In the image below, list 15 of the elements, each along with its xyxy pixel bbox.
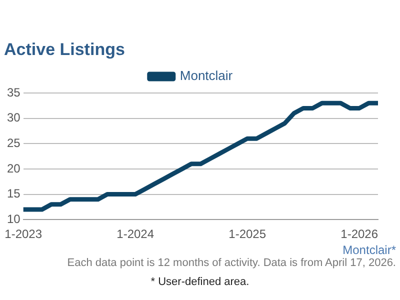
text: Each data point is 12 months of activity. Data is from April 17, 2026.: [67, 257, 396, 269]
x-tick-label: 1-2024: [116, 227, 154, 242]
y-tick-label: 10: [6, 212, 21, 226]
chart-title: Active Listings: [4, 40, 125, 60]
y-tick-label: 20: [6, 161, 21, 176]
x-tick-label: 1-2025: [228, 227, 266, 242]
x-tick-label: 1-2026: [340, 227, 378, 242]
y-tick-label: 25: [6, 136, 21, 150]
text: * User-defined area.: [150, 276, 250, 288]
y-tick-label: 30: [6, 110, 21, 125]
y-tick-label: 15: [6, 186, 21, 201]
y-tick-label: 35: [6, 85, 21, 100]
text: Montclair*: [342, 243, 396, 257]
x-tick-label: 1-2023: [4, 227, 42, 242]
legend-label: Montclair: [180, 68, 234, 84]
